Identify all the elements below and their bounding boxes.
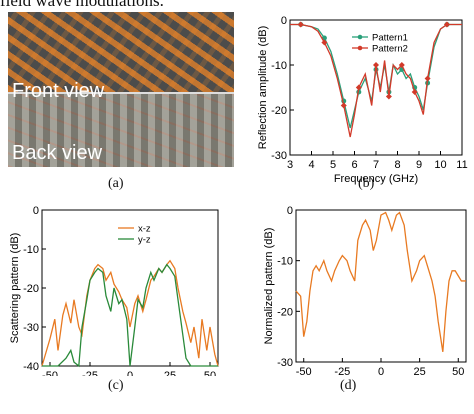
x-tick-label: 4	[308, 159, 314, 171]
y-tick-label: -30	[271, 150, 287, 162]
sample-photo: Front view Back view	[8, 12, 234, 167]
series-line	[42, 263, 218, 368]
figure-caption-top: field wave modulations.	[0, 0, 164, 10]
x-tick-label: 0	[127, 370, 133, 376]
y-tick-label: -10	[277, 256, 293, 268]
data-point	[373, 62, 379, 68]
sublabel-c: (c)	[108, 378, 124, 393]
front-view-photo	[8, 12, 234, 92]
x-tick-label: 8	[394, 159, 400, 171]
y-axis-label: Normalized pattern (dB)	[263, 228, 275, 345]
series-line	[41, 259, 219, 367]
data-point	[297, 21, 304, 28]
x-tick-label: 25	[164, 370, 176, 376]
data-point	[340, 102, 347, 109]
data-point	[411, 89, 418, 95]
x-tick-label: 7	[373, 159, 379, 171]
data-point	[355, 84, 362, 91]
x-tick-label: 11	[456, 159, 467, 171]
x-tick-label: 3	[287, 159, 293, 171]
y-tick-label: -40	[23, 361, 39, 373]
back-view-label: Back view	[12, 142, 103, 164]
y-tick-label: 0	[33, 205, 39, 217]
photo-divider	[8, 92, 234, 94]
x-tick-label: 25	[414, 366, 426, 376]
x-tick-label: 50	[204, 370, 216, 376]
data-point	[321, 39, 328, 46]
x-tick-label: 10	[434, 159, 446, 171]
x-tick-label: 0	[378, 366, 384, 376]
legend-label: Pattern2	[372, 44, 408, 55]
legend-marker	[357, 34, 363, 40]
front-view-label: Front view	[12, 80, 105, 102]
legend-label: y-z	[138, 235, 151, 246]
sublabel-d: (d)	[340, 378, 357, 393]
data-point	[398, 62, 405, 68]
data-point	[385, 93, 392, 100]
data-point	[424, 75, 431, 82]
x-tick-label: 9	[416, 159, 422, 171]
legend-label: x-z	[138, 224, 151, 235]
x-tick-label: -25	[334, 366, 350, 376]
y-tick-label: -10	[271, 60, 287, 72]
legend-label: Pattern1	[372, 33, 408, 44]
y-tick-label: -30	[23, 322, 39, 334]
y-tick-label: 0	[281, 15, 287, 27]
x-tick-label: -50	[296, 366, 312, 376]
y-tick-label: -20	[271, 105, 287, 117]
sublabel-a: (a)	[108, 176, 124, 191]
y-tick-label: -10	[23, 244, 39, 256]
y-axis-label: Reflection amplitude (dB)	[257, 26, 269, 150]
chart-reflection-amplitude: 3 4 5 6 7 8 9 10 11 -30 -20 -10 0 Frequency (GHz) Refl…	[257, 15, 468, 185]
y-tick-label: 0	[287, 205, 293, 217]
x-tick-label: 50	[452, 366, 464, 376]
y-axis-label: Scattering pattern (dB)	[9, 233, 21, 344]
x-tick-label: 5	[330, 159, 336, 171]
x-tick-label: -25	[82, 370, 98, 376]
legend-marker	[357, 45, 363, 51]
y-tick-label: -30	[277, 357, 293, 369]
sublabel-b: (b)	[358, 176, 375, 191]
plot-frame	[41, 209, 219, 367]
x-tick-label: 6	[351, 159, 357, 171]
x-tick-label: -50	[42, 370, 58, 376]
data-point	[443, 21, 450, 28]
y-tick-label: -20	[277, 306, 293, 318]
series-line	[295, 211, 466, 352]
back-view-photo	[8, 94, 234, 167]
x-axis-label: Frequency (GHz)	[334, 173, 418, 185]
y-tick-label: -20	[23, 283, 39, 295]
